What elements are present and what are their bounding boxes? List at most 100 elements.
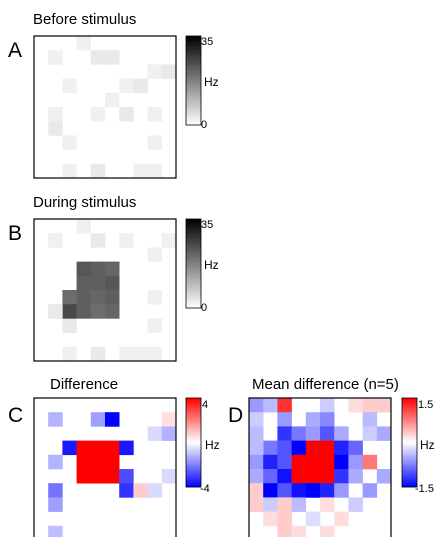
- heatmap-cell: [119, 469, 134, 484]
- heatmap-cell: [305, 469, 321, 484]
- colorbar-step: [186, 296, 201, 300]
- colorbar-step: [186, 118, 201, 121]
- heatmap-cell: [277, 525, 292, 537]
- heatmap-cell: [62, 163, 77, 179]
- colorbar-step: [186, 107, 201, 110]
- colorbar-step: [402, 469, 417, 472]
- heatmap-cell: [263, 497, 278, 512]
- heatmap-cell: [105, 440, 120, 456]
- heatmap-cell: [249, 426, 264, 441]
- heatmap-cell: [62, 304, 77, 319]
- colorbar-step: [186, 418, 201, 421]
- heatmap-cell: [48, 454, 63, 470]
- heatmap-cell: [48, 50, 63, 65]
- heatmap-cell: [249, 497, 264, 512]
- colorbar-step: [186, 305, 201, 309]
- heatmap-cell: [334, 511, 349, 527]
- heatmap-cell: [76, 275, 92, 291]
- heatmap-cell: [161, 469, 177, 484]
- colorbar-step: [186, 104, 201, 108]
- colorbar-step: [186, 239, 201, 242]
- heatmap-cell: [291, 426, 307, 441]
- colorbar-step: [186, 91, 201, 95]
- heatmap-cell: [291, 454, 307, 470]
- heatmap-cell: [105, 290, 120, 305]
- heatmap-cell: [249, 440, 264, 456]
- heatmap-cell: [277, 398, 292, 413]
- colorbar-step: [186, 36, 201, 39]
- panel-a-frame: [33, 35, 177, 179]
- colorbar-step: [402, 398, 417, 401]
- panel-a-colorbar: [185, 35, 202, 126]
- panel-b-colorbar: [185, 218, 202, 309]
- colorbar-step: [186, 422, 201, 425]
- heatmap-cell: [320, 497, 335, 512]
- colorbar-step: [186, 102, 201, 106]
- panel-c-cb-min: -4: [200, 483, 210, 495]
- colorbar-step: [186, 116, 201, 119]
- panel-d-heatmap: [249, 398, 392, 537]
- colorbar-step: [186, 469, 201, 472]
- colorbar-step: [186, 455, 201, 459]
- heatmap-cell: [277, 426, 292, 441]
- colorbar-step: [402, 440, 417, 443]
- colorbar-step: [402, 473, 417, 477]
- panel-c-letter: C: [8, 404, 23, 427]
- heatmap-cell: [105, 275, 120, 291]
- colorbar-step: [186, 84, 201, 88]
- heatmap-cell: [320, 398, 335, 413]
- heatmap-cell: [76, 469, 92, 484]
- colorbar-step: [186, 299, 201, 302]
- colorbar-step: [186, 42, 201, 46]
- colorbar-step: [186, 67, 201, 70]
- heatmap-cell: [277, 511, 292, 527]
- colorbar-step: [186, 111, 201, 115]
- heatmap-cell: [76, 440, 92, 456]
- colorbar-step: [402, 409, 417, 412]
- colorbar-step: [186, 53, 201, 57]
- colorbar-step: [402, 455, 417, 459]
- panel-b-title: During stimulus: [33, 194, 136, 211]
- colorbar-step: [186, 446, 201, 450]
- heatmap-cell: [119, 107, 134, 122]
- heatmap-cell: [48, 233, 63, 248]
- colorbar-step: [402, 413, 417, 417]
- heatmap-cell: [320, 454, 335, 470]
- colorbar-step: [186, 98, 201, 101]
- heatmap-cell: [48, 107, 63, 122]
- heatmap-cell: [305, 440, 321, 456]
- colorbar-step: [186, 109, 201, 112]
- panel-b-cb-max: 35: [201, 219, 213, 231]
- colorbar-step: [186, 71, 201, 75]
- heatmap-cell: [277, 412, 292, 427]
- heatmap-cell: [105, 454, 120, 470]
- colorbar-step: [186, 478, 201, 481]
- heatmap-cell: [348, 398, 363, 413]
- colorbar-step: [186, 56, 201, 59]
- colorbar-step: [402, 466, 417, 470]
- heatmap-cell: [147, 247, 163, 262]
- colorbar-step: [402, 480, 417, 483]
- colorbar-step: [402, 444, 417, 448]
- heatmap-cell: [62, 346, 77, 362]
- colorbar-step: [186, 93, 201, 97]
- colorbar-step: [186, 250, 201, 253]
- colorbar-step: [402, 433, 417, 437]
- heatmap-cell: [277, 440, 292, 456]
- colorbar-step: [402, 400, 417, 403]
- colorbar-step: [186, 444, 201, 448]
- colorbar-step: [186, 60, 201, 63]
- heatmap-cell: [90, 163, 106, 179]
- panel-d-cb-unit: Hz: [420, 438, 435, 452]
- colorbar-step: [186, 480, 201, 483]
- colorbar-step: [186, 47, 201, 50]
- colorbar-step: [402, 426, 417, 430]
- heatmap-cell: [291, 469, 307, 484]
- colorbar-step: [186, 294, 201, 298]
- heatmap-cell: [133, 346, 148, 362]
- heatmap-cell: [147, 346, 163, 362]
- colorbar-step: [186, 49, 201, 52]
- heatmap-cell: [48, 483, 63, 498]
- heatmap-cell: [147, 483, 163, 498]
- heatmap-cell: [147, 318, 163, 333]
